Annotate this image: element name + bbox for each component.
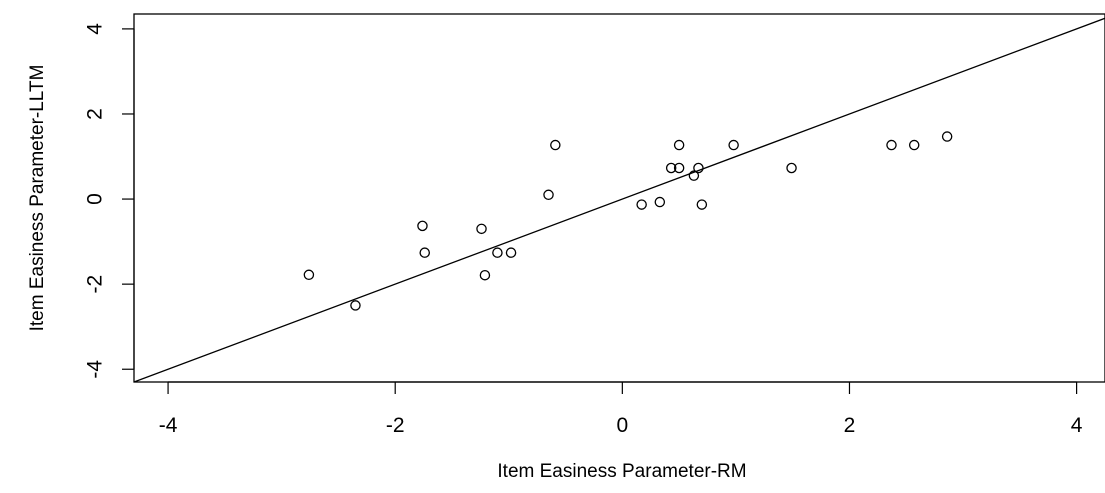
- y-tick-label: 4: [84, 23, 107, 35]
- reference-line-layer: [133, 17, 1105, 383]
- scatter-point-23: [941, 131, 953, 142]
- scatter-point-14: [673, 162, 685, 174]
- x-axis-label: Item Easiness Parameter-RM: [497, 461, 746, 482]
- scatter-point-9: [543, 189, 554, 201]
- scatter-point-17: [693, 162, 704, 174]
- scatter-point-18: [696, 199, 708, 210]
- x-tick-label: 0: [616, 414, 628, 437]
- scatter-point-12: [654, 196, 666, 208]
- scatter-point-4: [419, 247, 430, 258]
- scatter-point-3: [417, 220, 428, 232]
- y-tick-label: 0: [84, 193, 107, 205]
- plot-frame: [133, 13, 1105, 383]
- scatter-point-19: [728, 139, 739, 151]
- scatter-point-8: [505, 247, 517, 258]
- scatter-point-21: [886, 139, 897, 151]
- y-tick-label: 2: [84, 108, 107, 120]
- scatter-point-5: [476, 223, 487, 235]
- x-tick-label: 2: [844, 414, 856, 437]
- scatter-point-15: [673, 139, 685, 151]
- y-axis-label: Item Easiness Parameter-LLTM: [27, 65, 48, 332]
- scatter-point-2: [350, 300, 361, 311]
- points-layer: [303, 131, 953, 311]
- scatter-point-7: [492, 247, 503, 258]
- x-tick-label: -2: [386, 414, 405, 437]
- y-tick-label: -4: [84, 360, 107, 379]
- x-tick-label: 4: [1071, 414, 1083, 437]
- scatter-point-22: [908, 139, 920, 151]
- scatter-point-11: [636, 199, 647, 210]
- scatter-point-16: [688, 170, 700, 181]
- x-tick-label: -4: [159, 414, 178, 437]
- scatter-point-1: [303, 269, 315, 281]
- scatter-point-13: [665, 162, 677, 174]
- y-tick-label: -2: [84, 275, 107, 294]
- scatter-point-6: [479, 269, 491, 281]
- scatter-point-20: [786, 162, 797, 174]
- identity-line: [133, 17, 1105, 383]
- scatter-point-10: [550, 139, 561, 151]
